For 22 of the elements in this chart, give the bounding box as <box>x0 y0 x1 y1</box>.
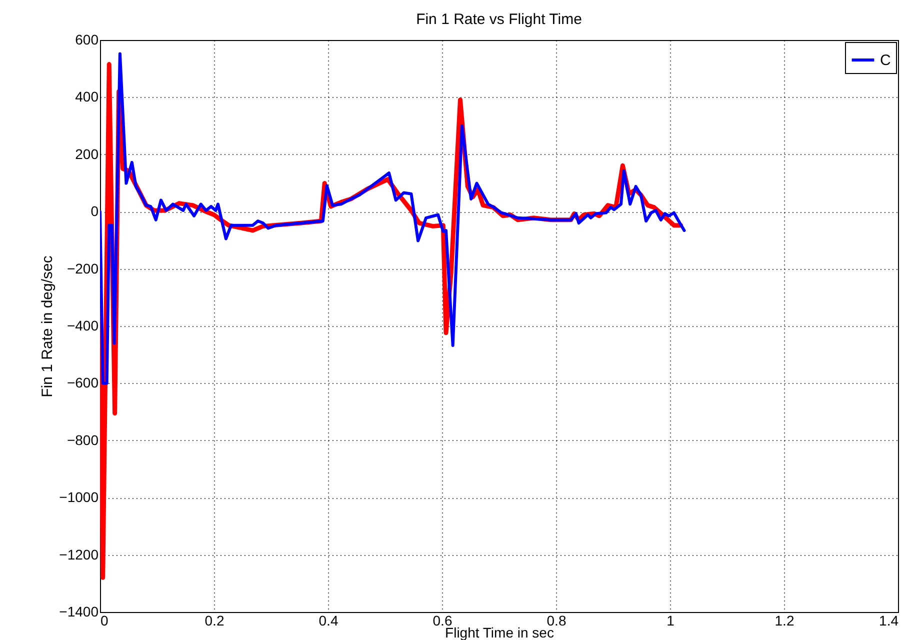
y-tick-label: −1400 <box>59 604 99 620</box>
y-tick-label: 600 <box>75 32 99 48</box>
line-series <box>100 52 686 385</box>
x-tick-label: 1.2 <box>774 612 794 628</box>
x-tick-label: 0.8 <box>546 612 566 628</box>
y-tick-label: 400 <box>75 88 99 105</box>
x-tick-label: 0.2 <box>204 612 224 628</box>
y-tick-label: −600 <box>66 374 99 391</box>
y-tick-label: 0 <box>90 203 99 220</box>
y-tick-label: 200 <box>75 146 99 162</box>
legend-label: C <box>880 52 891 69</box>
y-tick-label: −1200 <box>59 546 99 562</box>
y-tick-label: −200 <box>66 260 99 276</box>
y-axis-title: Fin 1 Rate in deg/sec <box>39 255 56 398</box>
y-tick-label: −1000 <box>59 489 99 506</box>
x-tick-label: 0.6 <box>432 612 452 628</box>
y-tick-label: −400 <box>66 318 99 334</box>
x-tick-label: 1 <box>666 612 675 628</box>
y-tick-label: −800 <box>66 432 99 448</box>
x-tick-label: 0.4 <box>318 612 338 628</box>
x-tick-label: 1.4 <box>879 612 899 628</box>
chart-title: Fin 1 Rate vs Flight Time <box>416 11 582 28</box>
